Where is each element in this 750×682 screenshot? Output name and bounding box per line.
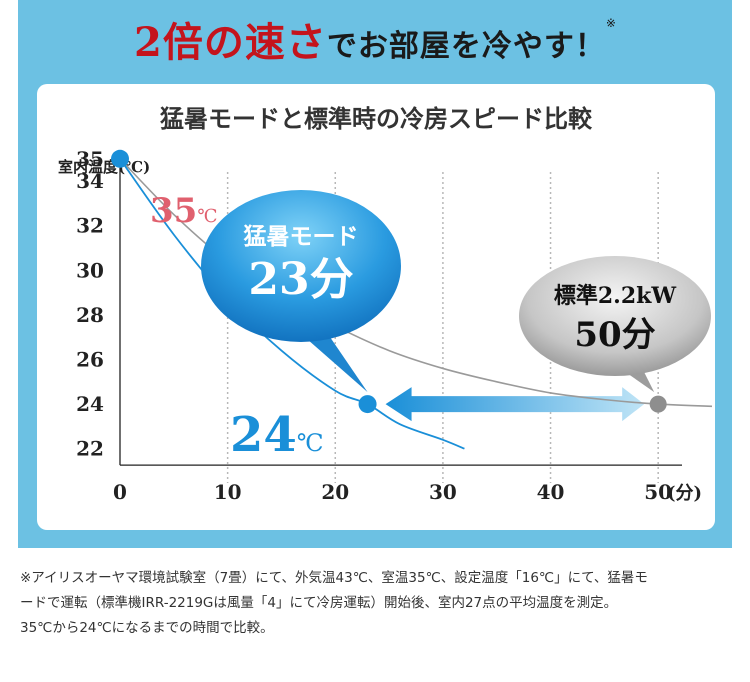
turbo-callout-label: 猛暑モード [243,223,359,250]
headline-rest: でお部屋を冷やす！ [326,29,606,64]
start-temp-label: 35℃ [150,191,217,231]
y-tick-label: 26 [76,348,104,372]
start-temp-unit: ℃ [197,206,217,227]
comparison-chart: 猛暑モードと標準時の冷房スピード比較 室内温度(℃) (分) 22 24 26 28 3… [58,104,713,504]
standard-callout-bubble [519,256,711,376]
y-tick-label: 35 [76,147,104,171]
headline-emphasis: 2倍の速さ [134,19,327,66]
footnote-line-3: 35℃から24℃になるまでの時間で比較。 [20,620,274,636]
standard-end-marker [649,395,667,413]
y-tick-label: 30 [76,258,104,282]
x-tick-label: 10 [214,480,242,504]
series-line-turbo [119,158,465,450]
x-tick-label: 0 [113,480,127,504]
x-tick-label: 40 [537,480,565,504]
end-temp-label: 24℃ [230,407,324,463]
y-tick-label: 22 [76,437,104,461]
y-tick-label: 32 [76,214,104,238]
end-temp-unit: ℃ [297,429,324,457]
chart-title: 猛暑モードと標準時の冷房スピード比較 [160,104,593,133]
y-tick-label: 28 [76,303,104,327]
x-tick-label: 30 [429,480,457,504]
footnote-line-1: ※アイリスオーヤマ環境試験室（7畳）にて、外気温43℃、室温35℃、設定温度「1… [20,570,648,586]
turbo-callout-bubble [201,190,401,342]
x-axis-label: (分) [667,483,702,504]
start-marker [111,149,129,168]
hero-panel: 2倍の速さでお部屋を冷やす！※ 猛暑モードと標準時 [18,0,732,548]
headline: 2倍の速さでお部屋を冷やす！※ [18,10,732,68]
footnote-line-2: ードで運転（標準機IRR-2219Gは風量「4」にて冷房運転）開始後、室内27点… [20,595,618,611]
standard-callout-value: 50分 [574,315,655,355]
headline-note-mark: ※ [605,16,616,30]
y-axis-label: 室内温度(℃) [58,158,150,176]
footnote: ※アイリスオーヤマ環境試験室（7畳）にて、外気温43℃、室温35℃、設定温度「1… [20,566,735,641]
x-tick-label: 50 [644,480,672,504]
y-tick-label: 24 [76,392,104,416]
standard-callout-label: 標準2.2kW [554,283,677,309]
turbo-callout-value: 23分 [248,254,353,305]
chart-card: 猛暑モードと標準時の冷房スピード比較 室内温度(℃) (分) 22 24 26 28 3… [37,84,715,530]
y-tick-label: 34 [76,169,104,193]
comparison-arrow [385,387,645,422]
turbo-end-marker [358,395,377,414]
x-tick-label: 20 [321,480,349,504]
